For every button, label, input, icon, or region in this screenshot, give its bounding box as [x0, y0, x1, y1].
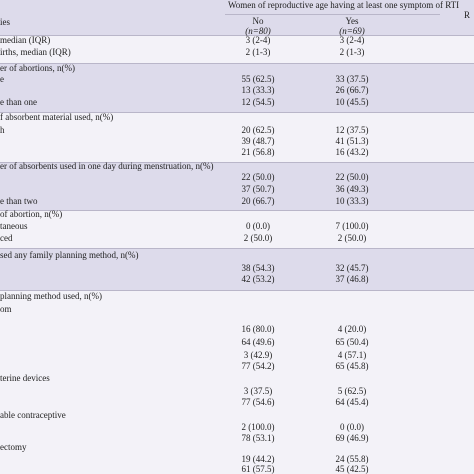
cell-yes: 4 (20.0) [337, 324, 367, 334]
row-label: e than one [0, 97, 37, 107]
row-label: median (IQR) [0, 35, 51, 45]
cell-no: 2 (100.0) [241, 422, 275, 432]
cell-yes: 32 (45.7) [335, 263, 369, 273]
cell-yes: 24 (55.8) [335, 454, 369, 464]
cell-yes: 12 (37.5) [335, 125, 369, 135]
cell-yes: 22 (50.0) [335, 172, 369, 182]
header-title: Women of reproductive age having at leas… [228, 0, 460, 10]
cell-no: 22 (50.0) [241, 172, 275, 182]
cell-yes: 2 (50.0) [337, 233, 367, 243]
row-label: ectomy [0, 442, 27, 452]
row-rule [0, 290, 474, 291]
cell-yes: 10 (33.3) [335, 196, 369, 206]
cell-no: 19 (44.2) [241, 454, 275, 464]
cell-no: 39 (48.7) [241, 136, 275, 146]
row-band [0, 290, 474, 474]
row-band [0, 210, 474, 248]
cell-no: 64 (49.6) [241, 337, 275, 347]
cell-yes: 64 (45.4) [335, 397, 369, 407]
cell-yes: 69 (46.9) [335, 433, 369, 443]
cell-yes: 0 (0.0) [340, 422, 364, 432]
header-edge: R [464, 10, 471, 20]
cell-no: 37 (50.7) [241, 184, 275, 194]
cell-no: 2 (50.0) [243, 233, 273, 243]
cell-yes: 26 (66.7) [335, 85, 369, 95]
row-label: om [0, 304, 12, 314]
cell-yes: 65 (50.4) [335, 337, 369, 347]
row-band [0, 63, 474, 112]
row-label: h [0, 125, 5, 135]
row-label: terine devices [0, 373, 50, 383]
row-label: ced [0, 233, 13, 243]
cell-yes: 3 (2-4) [339, 35, 365, 45]
cell-yes: 5 (62.5) [337, 386, 367, 396]
row-label: er of absorbents used in one day during … [0, 161, 214, 171]
cell-yes: 41 (51.3) [335, 136, 369, 146]
column-n: (n=69) [339, 26, 365, 36]
cell-no: 77 (54.6) [241, 397, 275, 407]
cell-yes: 65 (45.8) [335, 361, 369, 371]
cell-no: 3 (37.5) [243, 386, 273, 396]
row-label: of abortion, n(%) [0, 209, 63, 219]
cell-yes: 7 (100.0) [335, 221, 369, 231]
cell-no: 13 (33.3) [241, 85, 275, 95]
row-label: er of abortions, n(%) [0, 63, 75, 73]
cell-no: 61 (57.5) [241, 464, 275, 474]
cell-yes: 4 (57.1) [337, 350, 367, 360]
row-rule [0, 63, 474, 64]
header-rule [225, 14, 440, 15]
cell-yes: 2 (1-3) [339, 47, 365, 57]
cell-no: 42 (53.2) [241, 274, 275, 284]
cell-no: 55 (62.5) [241, 74, 275, 84]
row-label: taneous [0, 221, 28, 231]
cell-no: 38 (54.3) [241, 263, 275, 273]
cell-no: 3 (2-4) [245, 35, 271, 45]
cell-no: 12 (54.5) [241, 97, 275, 107]
cell-yes: 45 (42.5) [335, 464, 369, 474]
cell-no: 20 (66.7) [241, 196, 275, 206]
row-label: f absorbent material used, n(%) [0, 112, 114, 122]
row-rule [0, 162, 474, 163]
cell-no: 16 (80.0) [241, 324, 275, 334]
row-rule [0, 210, 474, 211]
row-label: sed any family planning method, n(%) [0, 250, 139, 260]
row-band [0, 162, 474, 210]
row-band [0, 248, 474, 290]
row-rule [0, 112, 474, 113]
row-label: e [0, 74, 4, 84]
row-label: irths, median (IQR) [0, 47, 71, 57]
column-header: ies [0, 17, 10, 27]
row-label: able contraceptive [0, 410, 66, 420]
row-label: e than two [0, 196, 38, 206]
row-band [0, 0, 474, 35]
column-n: (n=80) [245, 26, 271, 36]
row-rule [0, 248, 474, 249]
column-header: Yes [345, 16, 359, 26]
row-band [0, 35, 474, 63]
cell-no: 77 (54.2) [241, 361, 275, 371]
cell-yes: 36 (49.3) [335, 184, 369, 194]
cell-no: 0 (0.0) [246, 221, 270, 231]
column-header: No [252, 16, 264, 26]
cell-yes: 33 (37.5) [335, 74, 369, 84]
cell-no: 78 (53.1) [241, 433, 275, 443]
cell-no: 21 (56.8) [241, 147, 275, 157]
cell-yes: 37 (46.8) [335, 274, 369, 284]
row-label: planning method used, n(%) [0, 291, 102, 301]
cell-yes: 16 (43.2) [335, 147, 369, 157]
cell-no: 3 (42.9) [243, 350, 273, 360]
cell-no: 20 (62.5) [241, 125, 275, 135]
row-band [0, 112, 474, 162]
cell-no: 2 (1-3) [245, 47, 271, 57]
row-rule [0, 35, 474, 36]
cell-yes: 10 (45.5) [335, 97, 369, 107]
